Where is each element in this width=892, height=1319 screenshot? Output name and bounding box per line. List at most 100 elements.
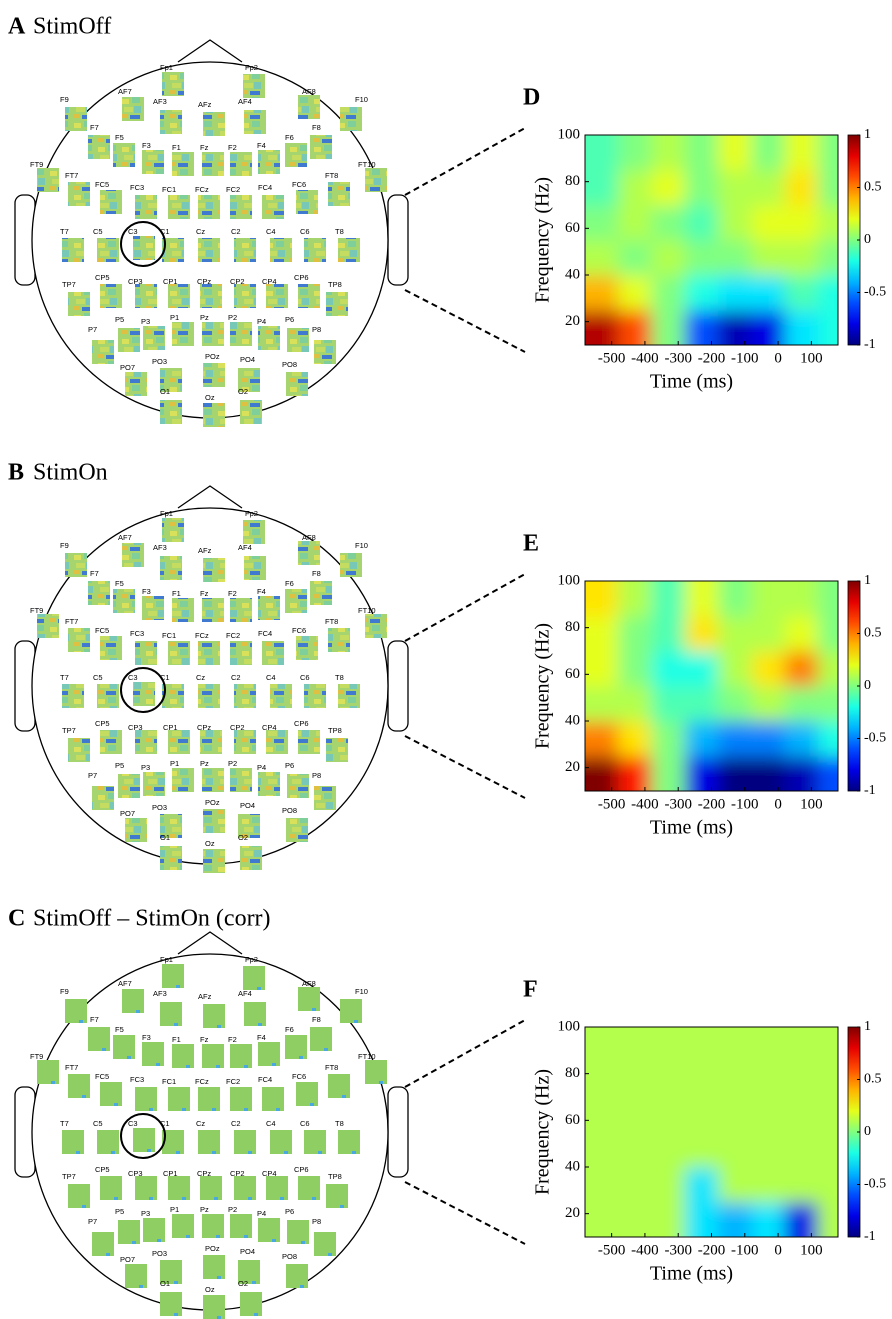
electrode-label: CP1: [163, 277, 178, 286]
electrode-thumb: [143, 1218, 165, 1242]
electrode-label: FT7: [65, 617, 78, 626]
heat-cell: [751, 1062, 785, 1098]
electrode-thumb: [304, 238, 326, 262]
electrode-label: O2: [238, 1279, 248, 1288]
electrode-label: Fp1: [160, 955, 173, 964]
y-tick-label: 20: [565, 759, 580, 775]
colorbar-tick-label: -1: [864, 337, 876, 352]
electrode-label: Pz: [200, 759, 209, 768]
electrode-thumb: [88, 135, 110, 159]
electrode-thumb: [133, 1128, 155, 1152]
x-tick-label: 0: [774, 796, 782, 812]
electrode-thumb: [113, 589, 135, 613]
electrode-label: F1: [172, 143, 181, 152]
electrode-label: F2: [228, 589, 237, 598]
electrode-thumb: [68, 1184, 90, 1208]
electrode-thumb-detail: [318, 1151, 322, 1154]
electrode-label: FC3: [130, 183, 144, 192]
electrode-label: F8: [312, 569, 321, 578]
electrode-thumb-detail: [216, 1235, 220, 1238]
electrode-label: AF7: [118, 87, 132, 96]
electrode-label: F7: [90, 569, 99, 578]
electrode-thumb: [202, 322, 224, 346]
electrode-thumb: [142, 1042, 164, 1066]
ear: [388, 195, 408, 285]
electrode-thumb: [92, 1232, 114, 1256]
electrode-label: F8: [312, 1015, 321, 1024]
electrode-thumb: [172, 322, 194, 346]
heat-cell: [718, 1062, 752, 1098]
x-tick-label: -300: [664, 350, 692, 366]
electrode-label: Oz: [205, 839, 215, 848]
electrode-thumb: [135, 1176, 157, 1200]
electrode-thumb: [314, 1232, 336, 1256]
heat-cell: [685, 1062, 719, 1098]
electrode-label: C6: [300, 227, 310, 236]
electrode-label: FT10: [358, 1052, 376, 1061]
heat-cell: [685, 1097, 719, 1133]
electrode-label: F2: [228, 1035, 237, 1044]
page: { "panels": [ {"letter": "A", "title": "…: [0, 0, 892, 1319]
electrode-thumb: [62, 238, 84, 262]
electrode-label: TP8: [328, 1172, 342, 1181]
electrode-thumb-detail: [342, 1095, 346, 1098]
heat-cell: [685, 651, 719, 687]
electrode-label: AF8: [302, 87, 316, 96]
electrode-label: Fp2: [245, 63, 258, 72]
heat-cell: [618, 1132, 652, 1168]
x-tick-label: 0: [774, 350, 782, 366]
heat-cell: [785, 1062, 819, 1098]
colorbar-tick-label: 0: [864, 232, 871, 247]
electrode-label: PO3: [152, 803, 167, 812]
electrode-label: Fz: [200, 143, 209, 152]
electrode-thumb-detail: [301, 1241, 305, 1244]
heat-cell: [652, 686, 686, 722]
colorbar-tick-label: 0: [864, 678, 871, 693]
electrode-thumb: [203, 363, 225, 387]
heat-cell: [718, 170, 752, 206]
electrode-thumb: [168, 195, 190, 219]
electrode-thumb: [135, 1087, 157, 1111]
electrode-thumb: [168, 284, 190, 308]
electrode-thumb: [285, 1035, 307, 1059]
heat-cell: [685, 170, 719, 206]
electrode-label: F2: [228, 143, 237, 152]
electrode-thumb: [202, 152, 224, 176]
electrode-thumb: [97, 1130, 119, 1154]
electrode-label: P3: [141, 763, 150, 772]
nose: [178, 932, 242, 954]
electrode-label: Pz: [200, 313, 209, 322]
y-tick-label: 60: [565, 220, 580, 236]
electrode-thumb: [168, 730, 190, 754]
electrode-label: F6: [285, 133, 294, 142]
electrode-thumb-detail: [257, 987, 261, 990]
heat-cell: [751, 110, 785, 171]
electrode-label: PO7: [120, 363, 135, 372]
x-tick-label: -400: [631, 796, 659, 812]
electrode-thumb: [298, 987, 320, 1011]
electrode-thumb: [200, 730, 222, 754]
electrode-label: FC1: [162, 185, 176, 194]
electrode-thumb: [266, 1176, 288, 1200]
electrode-label: AF4: [238, 97, 252, 106]
electrode-thumb: [168, 641, 190, 665]
electrode-label: F5: [115, 1025, 124, 1034]
electrode-label: AFz: [198, 992, 212, 1001]
electrode-label: CP4: [262, 723, 277, 732]
electrode-thumb: [160, 1292, 182, 1316]
electrode-label: FT10: [358, 606, 376, 615]
heat-cell: [652, 556, 686, 617]
electrode-label: C3: [128, 1119, 138, 1128]
electrode-label: AF8: [302, 533, 316, 542]
electrode-thumb: [143, 326, 165, 350]
electrode-label: FC4: [258, 1075, 272, 1084]
electrode-label: P6: [285, 761, 294, 770]
electrode-thumb-detail: [149, 1197, 153, 1200]
y-tick-label: 40: [565, 712, 580, 728]
electrode-label: CP1: [163, 723, 178, 732]
connector: [405, 736, 525, 798]
electrode-thumb-detail: [244, 1108, 248, 1111]
electrode-thumb: [326, 292, 348, 316]
electrode-thumb: [118, 774, 140, 798]
electrode-thumb-detail: [174, 1313, 178, 1316]
